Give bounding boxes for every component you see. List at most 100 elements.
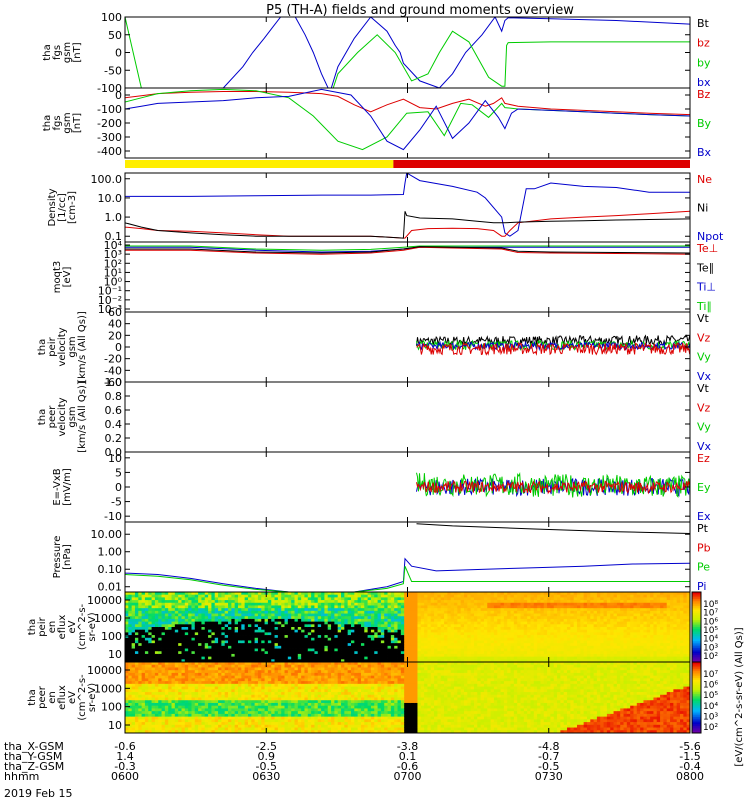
heatmap-cell [367,616,372,620]
heatmap-cell [334,635,339,639]
heatmap-cell [480,648,485,652]
heatmap-cell [460,645,465,649]
heatmap-cell [410,656,415,660]
heatmap-cell [287,629,292,633]
heatmap-cell [464,600,468,604]
heatmap-cell [334,597,339,601]
heatmap-cell [304,632,309,636]
heatmap-cell [138,711,143,715]
heatmap-cell [125,683,129,687]
heatmap-cell [284,597,289,601]
heatmap-cell [586,592,591,596]
heatmap-cell [666,594,671,598]
heatmap-cell [317,621,322,625]
heatmap-cell [417,627,422,631]
heatmap-cell [656,659,661,663]
heatmap-cell [410,592,415,596]
heatmap-cell [417,608,422,612]
ylabel-line: peir [37,616,48,636]
heatmap-cell [274,651,279,655]
heatmap-cell [171,627,176,631]
heatmap-cell [314,629,319,633]
heatmap-cell [244,616,249,620]
ytick-label: 10 [108,648,122,661]
heatmap-cell [527,605,531,609]
heatmap-cell [480,645,485,649]
heatmap-cell [620,616,624,620]
heatmap-cell [623,637,628,641]
heatmap-cell [557,602,561,606]
series-Vz [416,341,690,356]
heatmap-cell [234,616,239,620]
heatmap-cell [151,637,156,641]
heatmap-cell [377,653,382,658]
heatmap-cell [264,621,269,625]
heatmap-cell [281,643,285,647]
heatmap-cell [284,635,289,639]
heatmap-cell [374,640,378,644]
heatmap-cell [374,592,378,596]
heatmap-cell [414,653,418,658]
heatmap-cell [178,643,182,647]
ylabel-line: en [47,621,58,634]
heatmap-cell [673,608,678,612]
heatmap-cell [467,653,472,658]
heatmap-cell [573,602,578,606]
heatmap-cell [234,635,239,639]
heatmap-cell [244,640,249,644]
heatmap-cell [636,610,641,614]
heatmap-cell [154,635,159,639]
heatmap-cell [686,613,691,617]
heatmap-cell [407,600,412,604]
heatmap-cell [351,659,355,663]
heatmap-cell [616,608,621,612]
heatmap-cell [228,643,232,647]
heatmap-cell [188,602,192,606]
heatmap-cell [125,648,129,652]
panel-frame [124,381,691,453]
heatmap-cell [251,648,256,652]
heatmap-cell [464,651,468,655]
heatmap-cell [291,651,295,655]
heatmap-cell [633,656,638,660]
heatmap-cell [600,605,604,609]
heatmap-cell [247,645,252,649]
heatmap-cell [650,635,654,639]
heatmap-cell [660,616,664,620]
heatmap-cell [590,651,595,655]
heatmap-cell [168,659,172,663]
heatmap-cell [460,597,465,601]
heatmap-cell [437,621,442,625]
heatmap-cell [633,610,638,614]
heatmap-cell [211,632,216,636]
heatmap-cell [603,616,608,620]
heatmap-cell [620,608,624,612]
heatmap-cell [470,621,475,625]
heatmap-cell [537,627,541,631]
heatmap-cell [178,621,182,625]
ytick-label: 20 [108,329,122,342]
heatmap-cell [570,621,575,625]
heatmap-cell [540,632,545,636]
heatmap-cell [161,624,166,628]
heatmap-cell [656,610,661,614]
heatmap-cell [567,602,571,606]
heatmap-cell [390,656,395,660]
heatmap-cell [557,627,561,631]
heatmap-cell [513,659,518,663]
heatmap-cell [434,621,438,625]
heatmap-cell [430,624,435,628]
heatmap-cell [370,656,375,660]
heatmap-cell [154,643,159,647]
heatmap-cell [487,592,491,596]
heatmap-cell [301,610,305,614]
heatmap-cell [450,618,455,623]
heatmap-cell [191,600,196,604]
heatmap-cell [171,608,176,612]
heatmap-cell [307,659,312,663]
heatmap-cell [420,594,425,598]
heatmap-cell [404,640,408,644]
heatmap-cell [194,653,199,658]
heatmap-cell [527,613,531,617]
